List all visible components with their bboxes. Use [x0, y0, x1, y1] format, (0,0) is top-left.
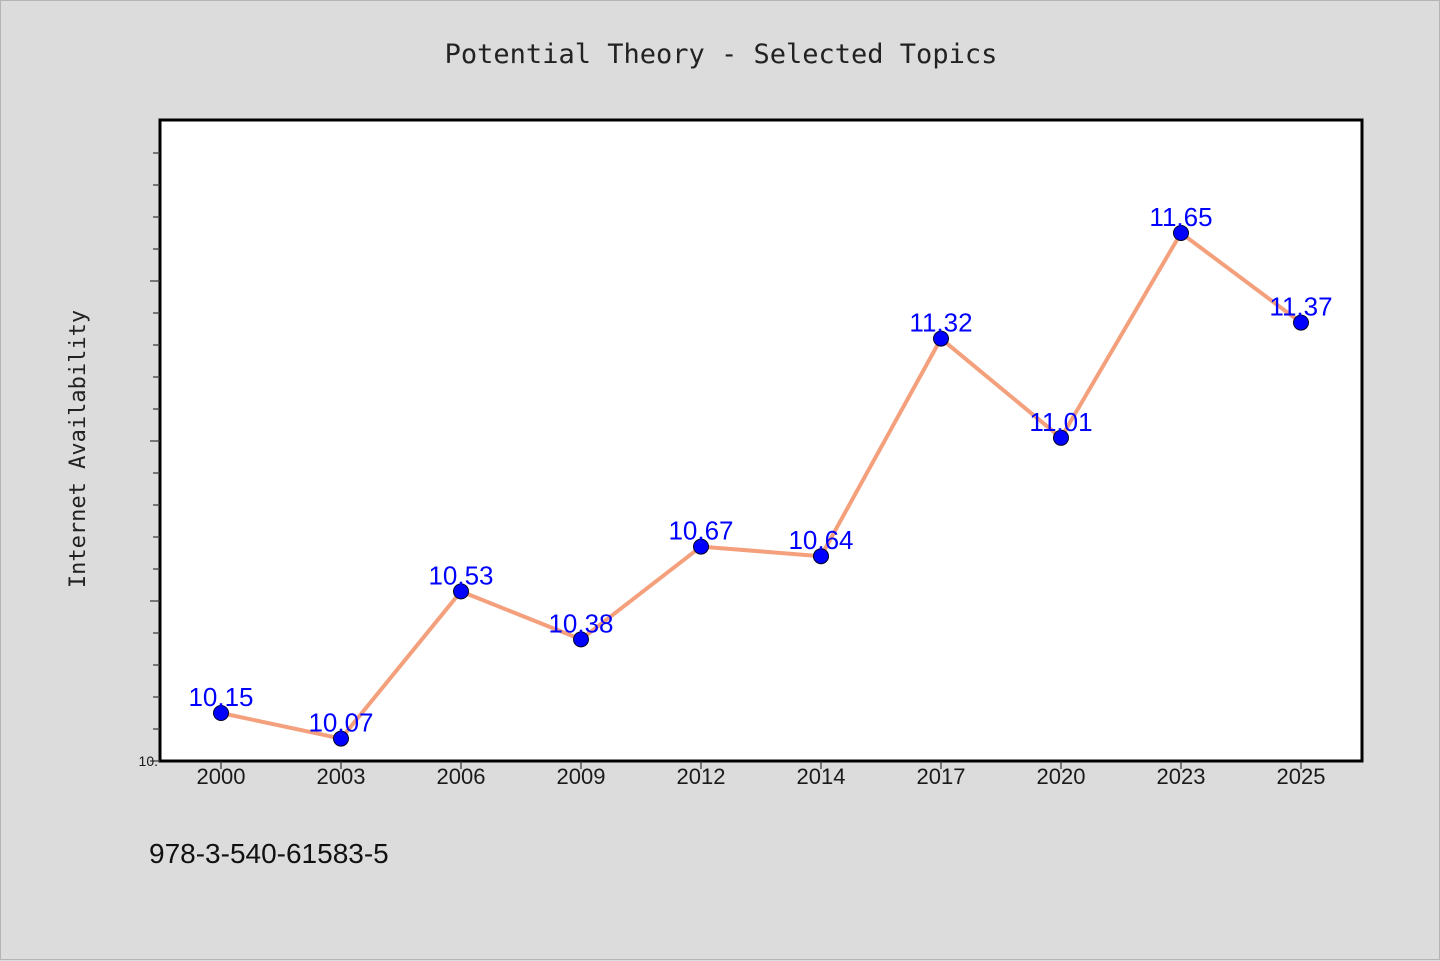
- data-label: 10.07: [308, 708, 373, 738]
- x-tick-label: 2020: [1037, 764, 1086, 789]
- x-tick-label: 2012: [677, 764, 726, 789]
- y-axis-label: Internet Availability: [66, 310, 91, 588]
- data-label: 11.32: [909, 308, 972, 338]
- y-tick-label: 10.: [139, 753, 158, 769]
- footnote-isbn: 978-3-540-61583-5: [149, 838, 389, 869]
- data-point: [693, 538, 709, 555]
- series-layer: 10.15 10.07 10.53 10.38 10.67 10.64 11.32 11.01…: [188, 202, 1333, 747]
- data-label: 10.38: [548, 608, 613, 638]
- data-point: [813, 548, 829, 565]
- data-point: [1173, 225, 1189, 241]
- x-tick-label: 2006: [437, 764, 486, 789]
- data-point: [1053, 429, 1069, 446]
- data-label: 11.37: [1269, 292, 1332, 322]
- data-label: 10.15: [188, 682, 253, 712]
- x-tick-label: 2014: [797, 764, 846, 789]
- plot-area: [158, 118, 1364, 763]
- data-point: [333, 730, 349, 747]
- x-axis-ticks: 2000 2003 2006 2009 2012 2014 2017 2020 2023 2025: [197, 761, 1326, 789]
- data-label: 11.01: [1029, 407, 1092, 437]
- x-tick-label: 2003: [317, 764, 366, 789]
- x-tick-label: 2009: [557, 764, 606, 789]
- data-label: 11.65: [1149, 202, 1212, 232]
- series-line: [220, 231, 1303, 741]
- x-tick-label: 2025: [1277, 764, 1326, 789]
- chart-title: Potential Theory - Selected Topics: [445, 39, 998, 70]
- data-point: [213, 705, 229, 721]
- data-point: [1293, 314, 1309, 331]
- x-tick-label: 2023: [1157, 764, 1206, 789]
- data-label: 10.67: [668, 516, 733, 546]
- data-label: 10.53: [428, 560, 493, 590]
- data-label: 10.64: [788, 525, 853, 555]
- x-tick-label: 2000: [197, 764, 246, 789]
- y-axis-ticks: 10.: [139, 152, 160, 769]
- data-point: [933, 330, 949, 347]
- x-tick-label: 2017: [917, 764, 966, 789]
- data-point: [453, 583, 469, 600]
- data-point: [573, 631, 589, 648]
